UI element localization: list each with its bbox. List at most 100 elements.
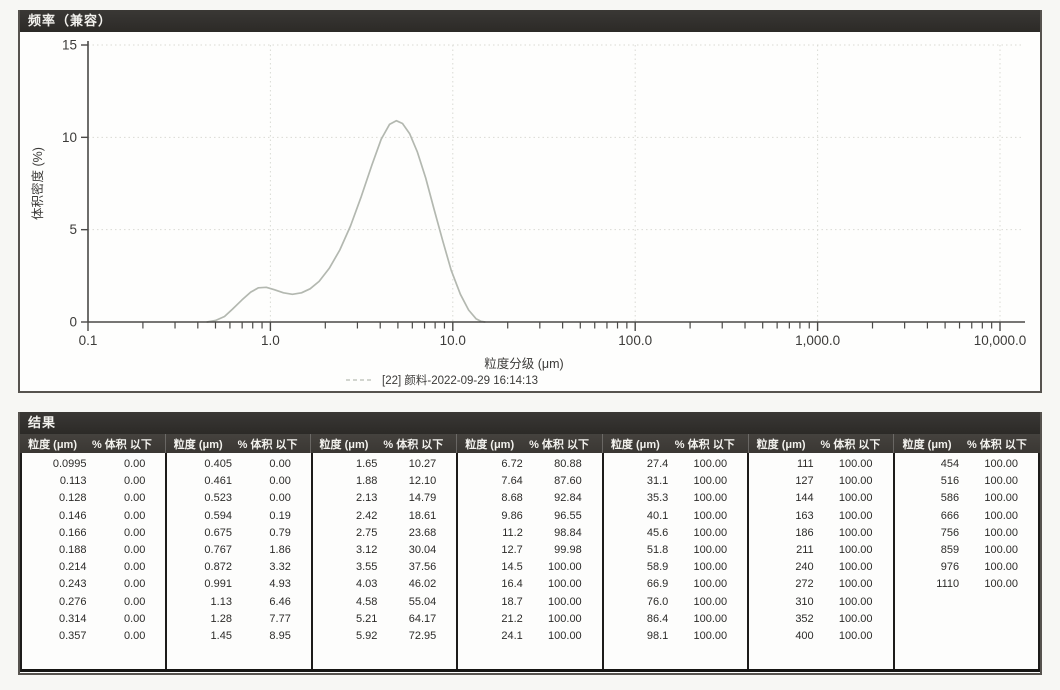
percent-volume-under-value: 0.19 [269, 509, 291, 522]
size-column-header: 粒度 (μm) [319, 438, 369, 451]
size-value: 40.1 [646, 509, 669, 522]
percent-volume-under-column-header: % 体积 以下 [383, 438, 444, 451]
table-row: 24.1 100.00 [458, 628, 601, 645]
results-table-body: 0.0995 0.00 0.113 0.00 0.128 0.00 0.146 0.00 0.1… [20, 453, 1040, 672]
size-value: 0.0995 [52, 458, 87, 470]
percent-volume-under-value: 100.00 [838, 475, 873, 488]
percent-volume-under-value: 100.00 [693, 543, 728, 556]
table-row: 2.13 14.79 [313, 490, 456, 507]
table-row: 666 100.00 [895, 508, 1038, 525]
percent-volume-under-value: 0.00 [123, 492, 146, 505]
percent-volume-under-value: 100.00 [838, 578, 873, 591]
results-column-group-header: 粒度 (μm) % 体积 以下 [894, 434, 1040, 453]
table-row: 27.4 100.00 [604, 456, 747, 473]
percent-volume-under-value: 92.84 [554, 492, 582, 505]
table-row: 0.146 0.00 [22, 508, 165, 525]
x-axis-title: 粒度分级 (μm) [484, 356, 563, 371]
size-value: 0.872 [204, 561, 232, 574]
table-row: 6.72 80.88 [458, 456, 601, 473]
size-value: 0.594 [204, 509, 232, 522]
percent-volume-under-value: 0.00 [123, 543, 146, 556]
percent-volume-under-value: 64.17 [408, 612, 437, 625]
size-value: 66.9 [646, 578, 669, 591]
percent-volume-under-value: 7.77 [269, 612, 291, 625]
table-row: 163 100.00 [749, 508, 892, 525]
results-column-group: 454 100.00 516 100.00 586 100.00 666 100.00 756 1… [895, 453, 1040, 669]
size-value: 5.92 [355, 629, 378, 642]
table-row: 756 100.00 [895, 525, 1038, 542]
size-value: 0.276 [59, 595, 87, 608]
table-row: 0.594 0.19 [167, 508, 310, 525]
size-value: 2.13 [355, 492, 378, 505]
table-row: 400 100.00 [749, 628, 892, 645]
percent-volume-under-value: 100.00 [838, 509, 873, 522]
percent-volume-under-value: 10.27 [408, 458, 437, 470]
size-value: 2.75 [355, 526, 378, 539]
percent-volume-under-value: 100.00 [693, 458, 728, 470]
size-value: 7.64 [501, 475, 523, 488]
percent-volume-under-value: 100.00 [548, 629, 582, 642]
percent-volume-under-value: 12.10 [408, 475, 437, 488]
size-value: 186 [795, 526, 814, 539]
percent-volume-under-value: 100.00 [984, 509, 1018, 522]
table-row: 0.128 0.00 [22, 490, 165, 507]
table-row: 76.0 100.00 [604, 594, 747, 611]
size-value: 0.188 [59, 543, 87, 556]
results-column-group-header: 粒度 (μm) % 体积 以下 [166, 434, 312, 453]
size-value: 0.166 [59, 526, 87, 539]
percent-volume-under-value: 72.95 [408, 629, 437, 642]
percent-volume-under-value: 0.00 [123, 475, 146, 488]
table-row: 5.92 72.95 [313, 628, 456, 645]
percent-volume-under-value: 30.04 [408, 543, 437, 556]
size-value: 0.991 [204, 578, 232, 591]
table-row: 186 100.00 [749, 525, 892, 542]
table-row: 3.55 37.56 [313, 559, 456, 576]
results-column-group: 6.72 80.88 7.64 87.60 8.68 92.84 9.86 96.55 11.2… [458, 453, 604, 669]
table-row: 98.1 100.00 [604, 628, 747, 645]
size-value: 12.7 [501, 543, 523, 556]
size-value: 756 [940, 526, 960, 539]
frequency-panel: 频率（兼容） 0 5 10 15 0.1 1.0 10.0 100.0 1,000.0 10,00… [18, 10, 1042, 393]
table-row: 1.45 8.95 [167, 628, 310, 645]
size-value: 272 [795, 578, 814, 591]
table-row: 310 100.00 [749, 594, 892, 611]
percent-volume-under-value: 0.79 [269, 526, 291, 539]
table-row: 1.28 7.77 [167, 611, 310, 628]
size-value: 86.4 [646, 612, 669, 625]
percent-volume-under-value: 0.00 [123, 595, 146, 608]
size-value: 24.1 [501, 629, 523, 642]
size-value: 14.5 [501, 561, 523, 574]
percent-volume-under-value: 100.00 [693, 492, 728, 505]
percent-volume-under-value: 100.00 [984, 543, 1018, 556]
percent-volume-under-value: 0.00 [123, 612, 146, 625]
size-value: 5.21 [355, 612, 378, 625]
percent-volume-under-value: 100.00 [838, 595, 873, 608]
percent-volume-under-value: 100.00 [693, 629, 728, 642]
table-row: 0.214 0.00 [22, 559, 165, 576]
size-value: 58.9 [646, 561, 669, 574]
table-row: 11.2 98.84 [458, 525, 601, 542]
size-value: 76.0 [646, 595, 669, 608]
percent-volume-under-column-header: % 体积 以下 [237, 438, 298, 451]
size-value: 0.767 [204, 543, 232, 556]
size-value: 144 [795, 492, 814, 505]
size-value: 0.128 [59, 492, 87, 505]
percent-volume-under-value: 98.84 [554, 526, 582, 539]
size-value: 586 [940, 492, 960, 505]
size-column-header: 粒度 (μm) [756, 438, 806, 451]
table-row: 7.64 87.60 [458, 473, 601, 490]
percent-volume-under-value: 100.00 [693, 526, 728, 539]
percent-volume-under-value: 55.04 [408, 595, 437, 608]
table-row: 0.991 4.93 [167, 576, 310, 593]
size-value: 1.88 [355, 475, 378, 488]
table-row: 1.88 12.10 [313, 473, 456, 490]
size-value: 163 [795, 509, 814, 522]
percent-volume-under-value: 3.32 [269, 561, 291, 574]
percent-volume-under-value: 23.68 [408, 526, 437, 539]
results-column-group: 0.405 0.00 0.461 0.00 0.523 0.00 0.594 0.19 0.67… [167, 453, 313, 669]
percent-volume-under-value: 100.00 [984, 475, 1018, 488]
legend-label: [22] 颜料-2022-09-29 16:14:13 [382, 373, 538, 387]
table-row: 51.8 100.00 [604, 542, 747, 559]
results-panel-header: 结果 [20, 412, 1040, 434]
size-value: 8.68 [501, 492, 523, 505]
